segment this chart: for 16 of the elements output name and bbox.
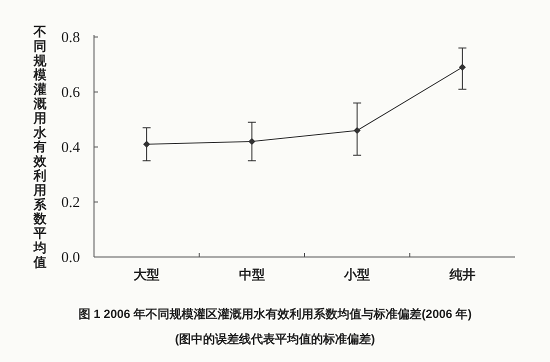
point — [248, 138, 256, 145]
point — [458, 64, 466, 71]
x-tick-label: 小型 — [343, 267, 370, 282]
y-tick-label: 0.6 — [61, 85, 80, 101]
text: 不同规模灌溉用水有效利用系数平均值 — [34, 24, 46, 270]
x-tick-label: 纯井 — [448, 267, 476, 282]
x-tick-label: 大型 — [134, 267, 160, 282]
text: (图中的误差线代表平均值的标准偏差) — [175, 332, 375, 346]
x-tick-label: 中型 — [238, 267, 265, 282]
point — [354, 127, 361, 134]
y-tick-label: 0.2 — [61, 195, 80, 211]
point — [143, 140, 150, 148]
text: 图 1 2006 年不同规模灌区灌溉用水有效利用系数均值与标准偏差(2006 年) — [78, 307, 472, 321]
y-tick-label: 0.8 — [61, 30, 80, 46]
y-tick-label: 0.4 — [61, 140, 80, 156]
y-tick-label: 0.0 — [61, 250, 80, 266]
